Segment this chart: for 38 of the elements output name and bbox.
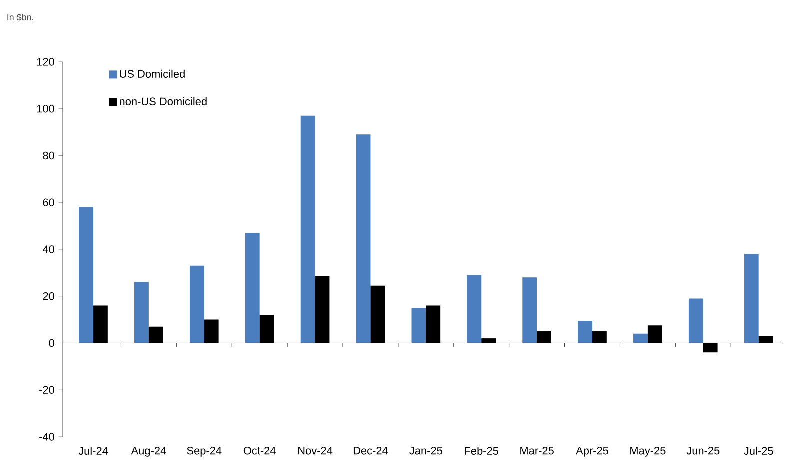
bar [245, 233, 260, 344]
y-tick-label: 20 [43, 292, 54, 300]
text: In $bn. [8, 14, 34, 22]
y-tick-label: 40 [42, 246, 54, 254]
y-tick-label: 80 [43, 152, 54, 160]
bar [522, 278, 538, 344]
bar [688, 298, 704, 344]
bar [300, 116, 316, 344]
bar [356, 134, 371, 344]
x-tick-label: May-25 [630, 446, 666, 457]
bar [578, 320, 592, 344]
bar [190, 266, 204, 344]
bar [744, 254, 759, 344]
y-tick-label: -20 [40, 386, 54, 394]
bar [412, 308, 426, 344]
x-tick-label: Jan-25 [410, 446, 442, 455]
x-tick-label: Apr-25 [576, 446, 608, 457]
legend-label: US Domiciled [120, 70, 185, 78]
bar [134, 282, 149, 344]
bar [79, 207, 94, 344]
x-tick-label: Mar-25 [520, 446, 554, 455]
x-tick-label: Jun-25 [686, 446, 720, 455]
x-tick-label: Oct-24 [244, 446, 276, 455]
y-tick-label: 60 [43, 198, 54, 206]
x-tick-label: Dec-24 [354, 446, 388, 455]
legend-label: non-US Domiciled [120, 97, 207, 106]
x-tick-label: Aug-24 [131, 446, 166, 457]
y-tick-label: -40 [40, 433, 54, 441]
y-tick-label: 0 [49, 339, 54, 348]
x-tick-label: Sep-24 [187, 446, 222, 457]
x-tick-label: Jul-24 [78, 446, 108, 456]
bar [467, 275, 482, 344]
bar [634, 334, 648, 344]
x-tick-label: Feb-25 [465, 446, 498, 456]
y-tick-label: 120 [37, 58, 54, 66]
y-tick-label: 100 [37, 104, 54, 113]
x-tick-label: Nov-24 [298, 446, 333, 455]
x-tick-label: Jul-25 [744, 446, 774, 456]
